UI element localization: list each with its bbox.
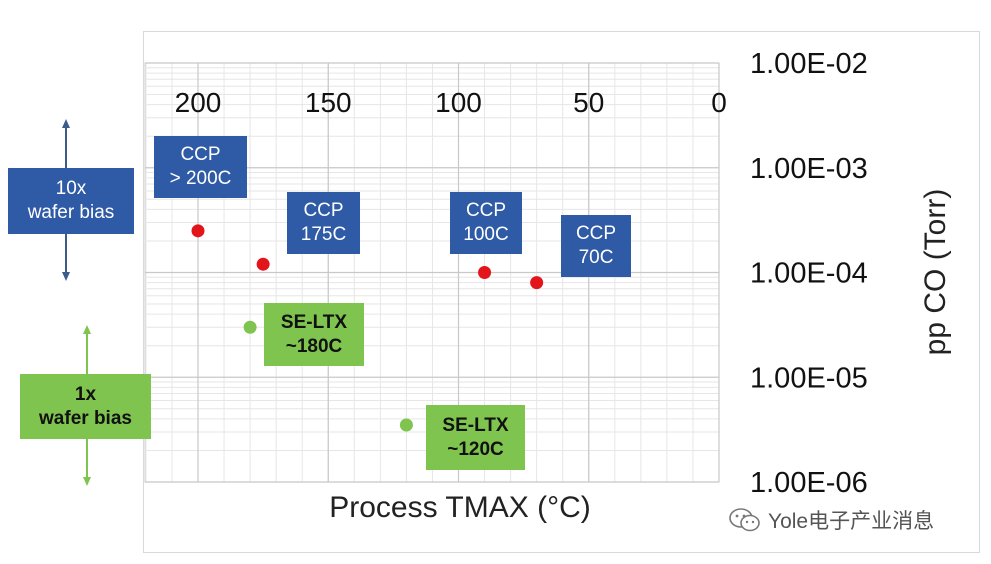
x-tick-label: 0	[711, 87, 727, 118]
annotation-line: CCP	[465, 200, 507, 222]
annotation-ccp-175c: CCP 175C	[287, 192, 360, 254]
annotation-se-ltx-120c: SE-LTX ~120C	[426, 405, 525, 470]
annotation-ccp-100c: CCP 100C	[450, 192, 522, 254]
annotation-se-ltx-180c: SE-LTX ~180C	[264, 303, 364, 366]
annotation-line: CCP	[575, 223, 617, 245]
label-1x-wafer-bias: 1x wafer bias	[20, 374, 151, 439]
label-line: 10x	[55, 178, 87, 200]
label-line: wafer bias	[27, 202, 115, 223]
data-point	[191, 224, 205, 238]
y-tick-label: 1.00E-06	[750, 467, 868, 499]
data-point	[478, 266, 492, 279]
bottom-arrow	[83, 325, 91, 486]
wechat-icon	[729, 508, 760, 532]
x-tick-label: 150	[305, 87, 352, 118]
annotation-line: > 200C	[169, 168, 232, 189]
x-axis-label: Process TMAX (°C)	[329, 491, 590, 524]
side-arrows	[62, 119, 91, 486]
annotation-line: ~180C	[285, 335, 343, 357]
data-point	[399, 418, 413, 432]
label-10x-wafer-bias: 10x wafer bias	[8, 168, 134, 234]
x-tick-label: 200	[175, 87, 222, 118]
data-point	[256, 257, 270, 271]
annotation-ccp-200c: CCP > 200C	[154, 136, 247, 198]
annotation-line: CCP	[180, 144, 221, 166]
annotation-line: 175C	[300, 224, 347, 245]
chart-frame	[143, 31, 980, 553]
y-axis-label: pp CO (Torr)	[919, 189, 952, 356]
data-points	[191, 224, 544, 432]
watermark: Yole电子产业消息	[728, 505, 934, 535]
annotation-line: SE-LTX	[280, 311, 348, 333]
x-tick-labels: 200 150 100 50 0	[175, 87, 727, 118]
data-point	[243, 320, 257, 334]
y-tick-label: 1.00E-04	[750, 258, 868, 290]
annotation-ccp-70c: CCP 70C	[561, 215, 631, 277]
label-line: 1x	[74, 383, 97, 405]
y-tick-label: 1.00E-02	[750, 48, 868, 80]
x-tick-label: 100	[435, 87, 482, 118]
y-tick-labels: 1.00E-02 1.00E-03 1.00E-04 1.00E-05 1.00E-06	[750, 48, 868, 499]
annotation-line: CCP	[303, 200, 344, 222]
y-tick-label: 1.00E-03	[750, 153, 868, 185]
watermark-text: Yole电子产业消息	[768, 510, 935, 533]
top-arrow	[62, 119, 70, 281]
annotation-line: ~120C	[447, 438, 504, 460]
data-point	[530, 276, 544, 290]
x-tick-label: 50	[573, 87, 604, 118]
annotation-line: 100C	[463, 224, 509, 245]
label-line: wafer bias	[39, 407, 132, 429]
y-tick-label: 1.00E-05	[750, 362, 868, 394]
annotation-line: SE-LTX	[442, 414, 509, 436]
annotation-line: 70C	[578, 247, 614, 268]
